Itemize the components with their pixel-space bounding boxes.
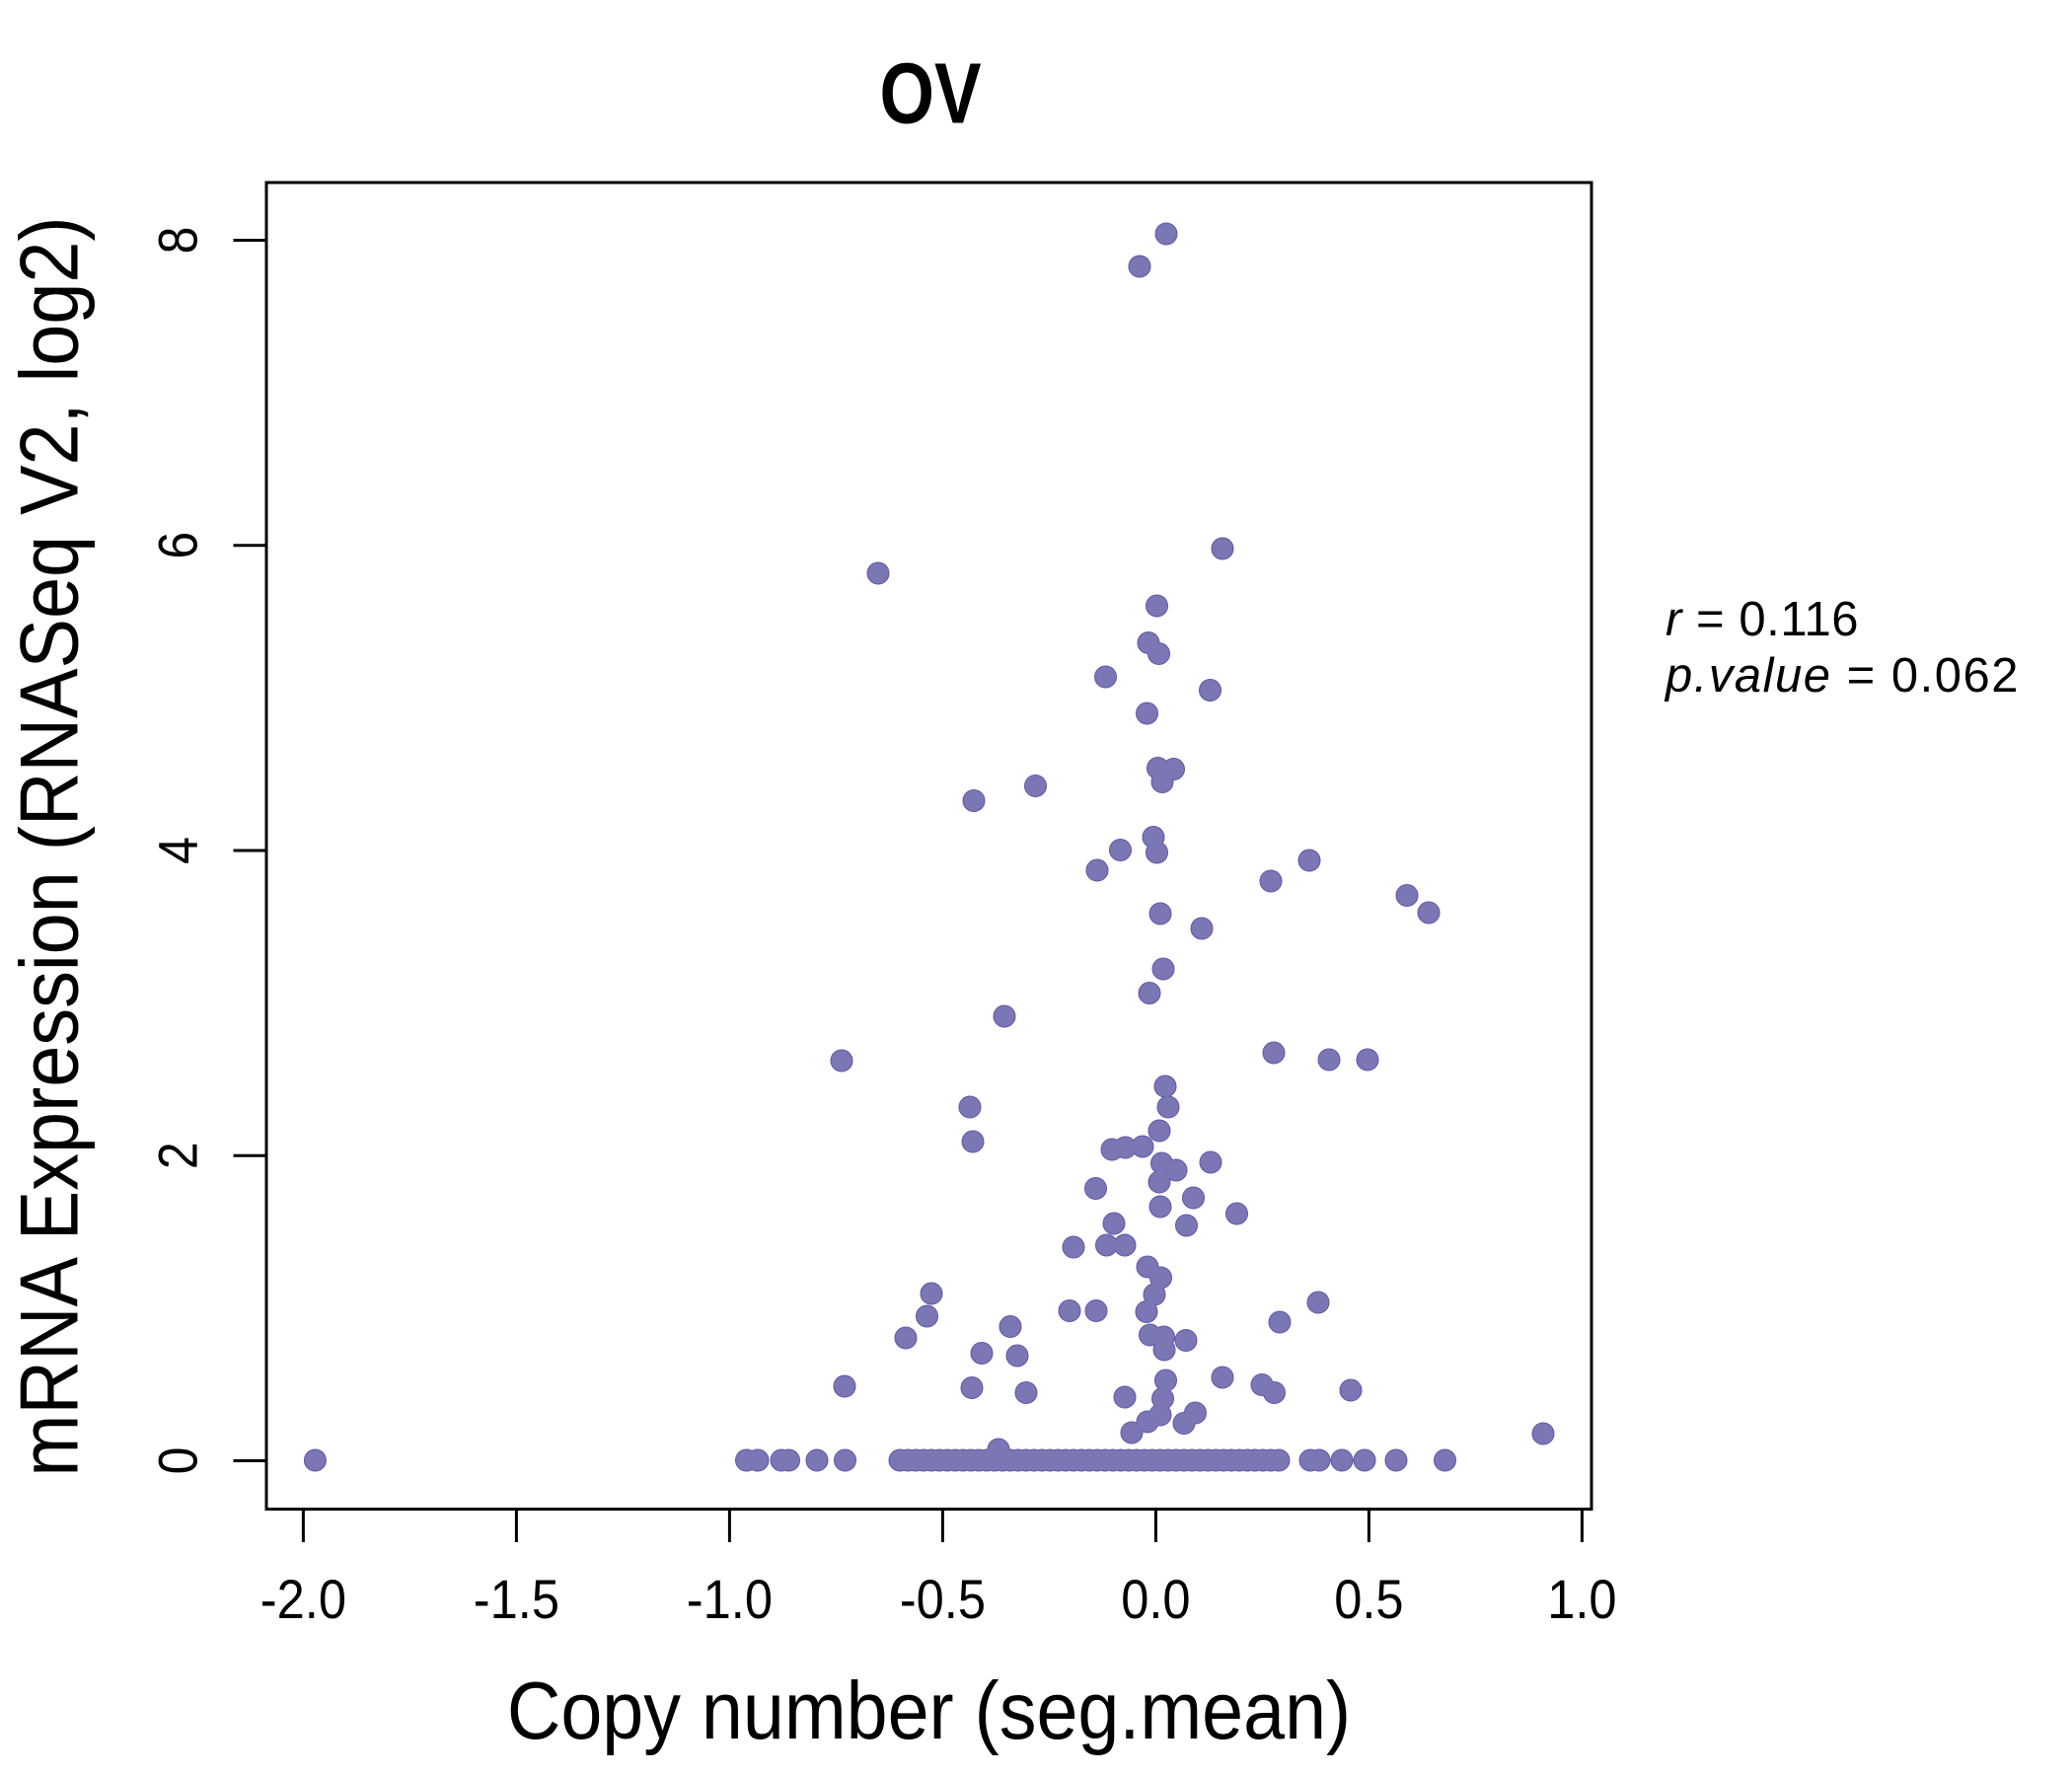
svg-text:0.0: 0.0 — [1121, 1570, 1190, 1631]
svg-text:-2.0: -2.0 — [260, 1570, 346, 1631]
svg-text:8: 8 — [148, 227, 209, 255]
svg-text:-1.5: -1.5 — [474, 1570, 559, 1631]
svg-text:mRNA Expression (RNASeq V2, lo: mRNA Expression (RNASeq V2, log2) — [3, 216, 96, 1476]
svg-text:4: 4 — [148, 837, 209, 864]
svg-text:6: 6 — [148, 532, 209, 559]
svg-text:-0.5: -0.5 — [900, 1570, 986, 1631]
svg-text:p.value = 0.062: p.value = 0.062 — [1664, 649, 2020, 703]
svg-text:0: 0 — [148, 1447, 209, 1475]
svg-text:0.5: 0.5 — [1334, 1570, 1403, 1631]
svg-text:1.0: 1.0 — [1547, 1570, 1616, 1631]
svg-text:OV: OV — [879, 45, 981, 141]
svg-text:Copy number (seg.mean): Copy number (seg.mean) — [507, 1665, 1351, 1756]
svg-text:-1.0: -1.0 — [687, 1570, 773, 1631]
svg-text:r = 0.116: r = 0.116 — [1665, 593, 1859, 646]
svg-text:2: 2 — [148, 1142, 209, 1169]
